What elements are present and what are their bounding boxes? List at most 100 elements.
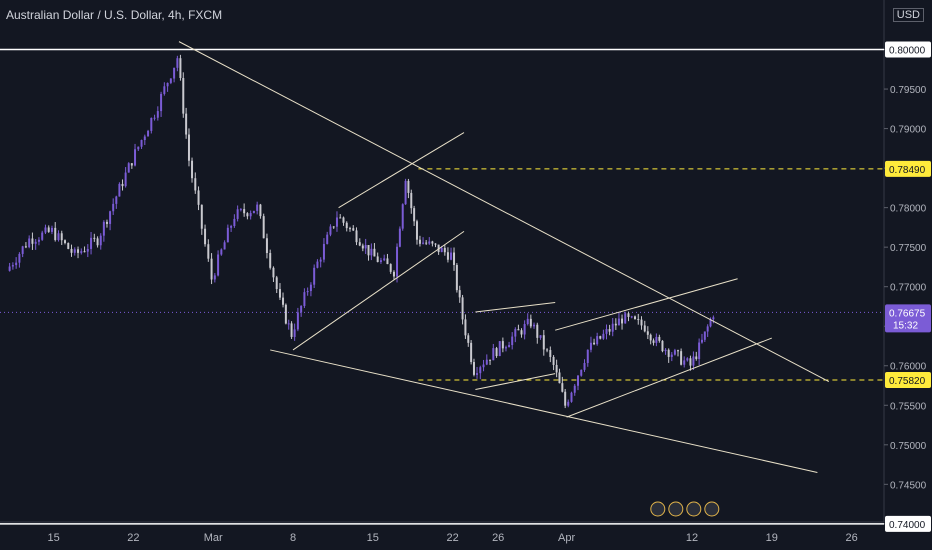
candle-body bbox=[316, 261, 319, 268]
time-tick-label: 19 bbox=[766, 532, 778, 544]
candle-body bbox=[434, 243, 437, 245]
candle-body bbox=[404, 180, 407, 205]
candle-body bbox=[332, 226, 335, 228]
candle-body bbox=[389, 264, 392, 272]
candle-body bbox=[329, 226, 332, 235]
candle-body bbox=[37, 239, 40, 242]
candle-body bbox=[630, 316, 633, 318]
candle-body bbox=[655, 336, 658, 343]
candle-body bbox=[455, 264, 458, 291]
candle-body bbox=[461, 297, 464, 320]
candle-body bbox=[501, 341, 504, 349]
candle-body bbox=[233, 218, 236, 226]
event-flag[interactable] bbox=[650, 501, 666, 517]
price-tick-label: 0.74500 bbox=[890, 480, 927, 491]
candle-body bbox=[282, 297, 285, 305]
candle-body bbox=[664, 349, 667, 352]
candle-body bbox=[446, 252, 449, 260]
price-tick-label: 0.76000 bbox=[890, 362, 927, 373]
candle-body bbox=[637, 319, 640, 321]
event-flag[interactable] bbox=[704, 501, 720, 517]
candle-body bbox=[204, 228, 207, 245]
candle-body bbox=[102, 221, 105, 236]
candle-body bbox=[153, 117, 156, 119]
level-price-tag bbox=[885, 515, 931, 532]
candle-body bbox=[47, 227, 50, 232]
candle-body bbox=[658, 336, 661, 341]
candle-body bbox=[517, 329, 520, 331]
candle-body bbox=[627, 313, 630, 317]
candle-body bbox=[667, 349, 670, 357]
candle-body bbox=[401, 204, 404, 229]
price-tick-label: 0.75000 bbox=[890, 441, 927, 452]
candle-body bbox=[275, 277, 278, 290]
candle-body bbox=[169, 78, 172, 83]
candle-body bbox=[77, 249, 80, 253]
candle-body bbox=[213, 275, 216, 280]
trendline bbox=[555, 278, 738, 331]
candle-body bbox=[50, 227, 53, 232]
candle-body bbox=[173, 67, 176, 79]
candle-body bbox=[536, 324, 539, 338]
candle-body bbox=[529, 318, 532, 327]
price-tick-label: 0.77500 bbox=[890, 243, 927, 254]
candle-body bbox=[160, 93, 163, 112]
candle-body bbox=[567, 401, 570, 406]
candle-body bbox=[217, 254, 220, 276]
candle-body bbox=[137, 146, 140, 150]
candle-body bbox=[508, 345, 511, 348]
candle-body bbox=[413, 208, 416, 222]
candle-body bbox=[249, 213, 252, 217]
candle-body bbox=[306, 291, 309, 293]
time-tick-label: 15 bbox=[367, 532, 379, 544]
event-flag[interactable] bbox=[668, 501, 684, 517]
current-price-label: 0.76675 bbox=[889, 308, 926, 319]
candle-body bbox=[670, 354, 673, 357]
trendline bbox=[475, 373, 556, 390]
candle-body bbox=[54, 227, 57, 241]
candle-countdown-label: 15:32 bbox=[893, 320, 918, 331]
candle-body bbox=[109, 211, 112, 224]
candle-body bbox=[99, 235, 102, 246]
candle-body bbox=[646, 331, 649, 335]
candle-body bbox=[415, 221, 418, 240]
candle-body bbox=[561, 383, 564, 392]
trendline bbox=[292, 230, 465, 351]
candle-body bbox=[418, 239, 421, 244]
candle-body bbox=[194, 178, 197, 191]
candle-body bbox=[712, 317, 715, 320]
candle-body bbox=[21, 246, 24, 254]
candle-body bbox=[549, 350, 552, 357]
candle-body bbox=[15, 262, 18, 266]
candle-body bbox=[364, 245, 367, 249]
candle-body bbox=[163, 86, 166, 94]
candle-body bbox=[342, 217, 345, 223]
candle-body bbox=[555, 364, 558, 373]
level-price-tag bbox=[885, 160, 931, 177]
candle-body bbox=[96, 238, 99, 246]
level-price-tag-label: 0.78490 bbox=[889, 165, 926, 176]
chart-title: Australian Dollar / U.S. Dollar, 4h, FXC… bbox=[6, 8, 223, 22]
candle-body bbox=[18, 253, 21, 263]
candle-body bbox=[200, 204, 203, 229]
candle-body bbox=[482, 364, 485, 368]
candle-body bbox=[86, 248, 89, 252]
level-price-tag-label: 0.74000 bbox=[889, 520, 926, 531]
candle-body bbox=[246, 213, 249, 217]
candle-body bbox=[683, 360, 686, 365]
price-tick-label: 0.78000 bbox=[890, 204, 927, 215]
time-tick-label: 8 bbox=[290, 532, 296, 544]
candle-body bbox=[147, 130, 150, 137]
candle-body bbox=[367, 245, 370, 256]
candle-body bbox=[410, 192, 413, 209]
candle-body bbox=[287, 323, 290, 325]
event-flag[interactable] bbox=[686, 501, 702, 517]
candle-body bbox=[677, 350, 680, 352]
candle-body bbox=[185, 113, 188, 135]
candle-body bbox=[272, 267, 275, 278]
candle-body bbox=[703, 331, 706, 340]
candle-body bbox=[105, 221, 108, 224]
candle-body bbox=[398, 228, 401, 247]
candle-body bbox=[156, 111, 159, 118]
